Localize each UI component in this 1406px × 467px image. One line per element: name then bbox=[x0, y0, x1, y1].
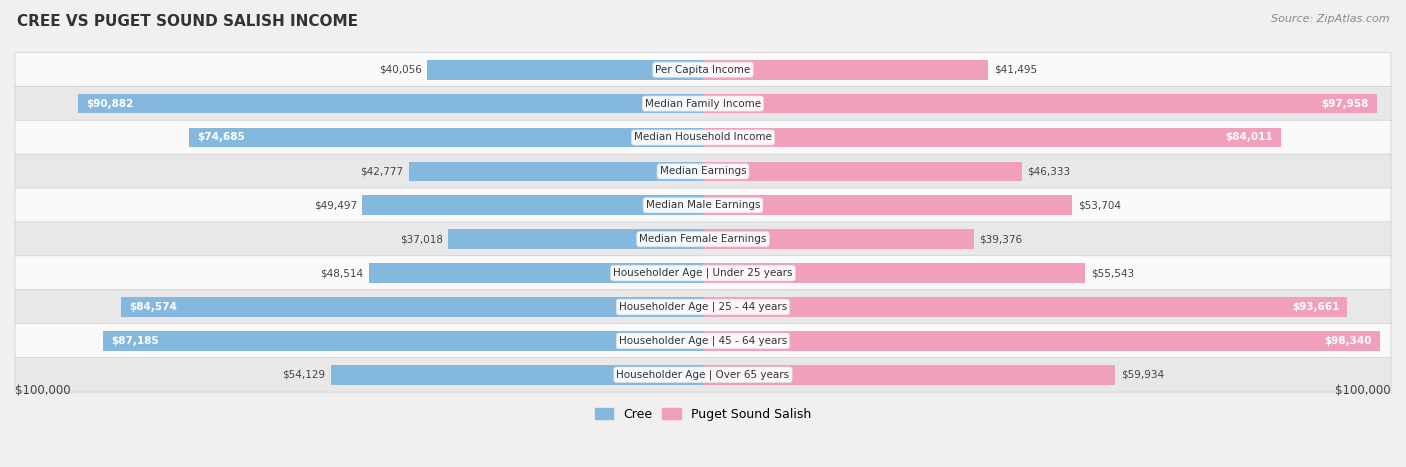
Text: Median Male Earnings: Median Male Earnings bbox=[645, 200, 761, 210]
Text: Householder Age | Under 25 years: Householder Age | Under 25 years bbox=[613, 268, 793, 278]
Text: $41,495: $41,495 bbox=[994, 64, 1038, 75]
Bar bbox=[449, 229, 703, 249]
Text: Householder Age | 45 - 64 years: Householder Age | 45 - 64 years bbox=[619, 336, 787, 346]
Text: $48,514: $48,514 bbox=[321, 268, 364, 278]
Text: $37,018: $37,018 bbox=[399, 234, 443, 244]
Bar bbox=[330, 365, 703, 385]
Text: Median Household Income: Median Household Income bbox=[634, 133, 772, 142]
Text: $84,574: $84,574 bbox=[129, 302, 177, 312]
Text: Median Earnings: Median Earnings bbox=[659, 166, 747, 177]
Text: $59,934: $59,934 bbox=[1121, 370, 1164, 380]
FancyBboxPatch shape bbox=[15, 324, 1391, 358]
Bar bbox=[703, 127, 1281, 147]
Text: $46,333: $46,333 bbox=[1028, 166, 1070, 177]
Bar bbox=[703, 196, 1073, 215]
Text: CREE VS PUGET SOUND SALISH INCOME: CREE VS PUGET SOUND SALISH INCOME bbox=[17, 14, 359, 29]
Text: $49,497: $49,497 bbox=[314, 200, 357, 210]
Text: Householder Age | 25 - 44 years: Householder Age | 25 - 44 years bbox=[619, 302, 787, 312]
FancyBboxPatch shape bbox=[15, 256, 1391, 290]
Text: $87,185: $87,185 bbox=[111, 336, 159, 346]
FancyBboxPatch shape bbox=[15, 52, 1391, 87]
Text: $93,661: $93,661 bbox=[1292, 302, 1339, 312]
FancyBboxPatch shape bbox=[15, 86, 1391, 121]
FancyBboxPatch shape bbox=[15, 154, 1391, 189]
Bar bbox=[121, 297, 703, 317]
Bar bbox=[703, 365, 1115, 385]
Text: $98,340: $98,340 bbox=[1324, 336, 1371, 346]
Text: Source: ZipAtlas.com: Source: ZipAtlas.com bbox=[1271, 14, 1389, 24]
Text: $100,000: $100,000 bbox=[15, 384, 70, 397]
Bar bbox=[363, 196, 703, 215]
Text: $97,958: $97,958 bbox=[1322, 99, 1368, 108]
Text: Householder Age | Over 65 years: Householder Age | Over 65 years bbox=[616, 369, 790, 380]
Bar bbox=[703, 297, 1347, 317]
Text: $42,777: $42,777 bbox=[360, 166, 404, 177]
Text: $54,129: $54,129 bbox=[283, 370, 325, 380]
Bar bbox=[703, 162, 1022, 181]
Bar bbox=[703, 60, 988, 79]
Text: Median Female Earnings: Median Female Earnings bbox=[640, 234, 766, 244]
Text: $40,056: $40,056 bbox=[380, 64, 422, 75]
Text: $53,704: $53,704 bbox=[1078, 200, 1121, 210]
Text: $84,011: $84,011 bbox=[1225, 133, 1272, 142]
Bar bbox=[427, 60, 703, 79]
Text: $100,000: $100,000 bbox=[1336, 384, 1391, 397]
FancyBboxPatch shape bbox=[15, 290, 1391, 324]
Text: $39,376: $39,376 bbox=[980, 234, 1022, 244]
Text: $90,882: $90,882 bbox=[86, 99, 134, 108]
Bar bbox=[703, 331, 1379, 351]
FancyBboxPatch shape bbox=[15, 120, 1391, 155]
Bar bbox=[77, 94, 703, 113]
Bar bbox=[703, 94, 1376, 113]
Bar bbox=[190, 127, 703, 147]
Bar bbox=[703, 229, 974, 249]
FancyBboxPatch shape bbox=[15, 222, 1391, 256]
Bar bbox=[409, 162, 703, 181]
Bar bbox=[703, 263, 1085, 283]
Bar bbox=[370, 263, 703, 283]
FancyBboxPatch shape bbox=[15, 358, 1391, 392]
Text: $55,543: $55,543 bbox=[1091, 268, 1133, 278]
Bar bbox=[103, 331, 703, 351]
FancyBboxPatch shape bbox=[15, 188, 1391, 223]
Legend: Cree, Puget Sound Salish: Cree, Puget Sound Salish bbox=[589, 403, 817, 426]
Text: Per Capita Income: Per Capita Income bbox=[655, 64, 751, 75]
Text: Median Family Income: Median Family Income bbox=[645, 99, 761, 108]
Text: $74,685: $74,685 bbox=[197, 133, 245, 142]
